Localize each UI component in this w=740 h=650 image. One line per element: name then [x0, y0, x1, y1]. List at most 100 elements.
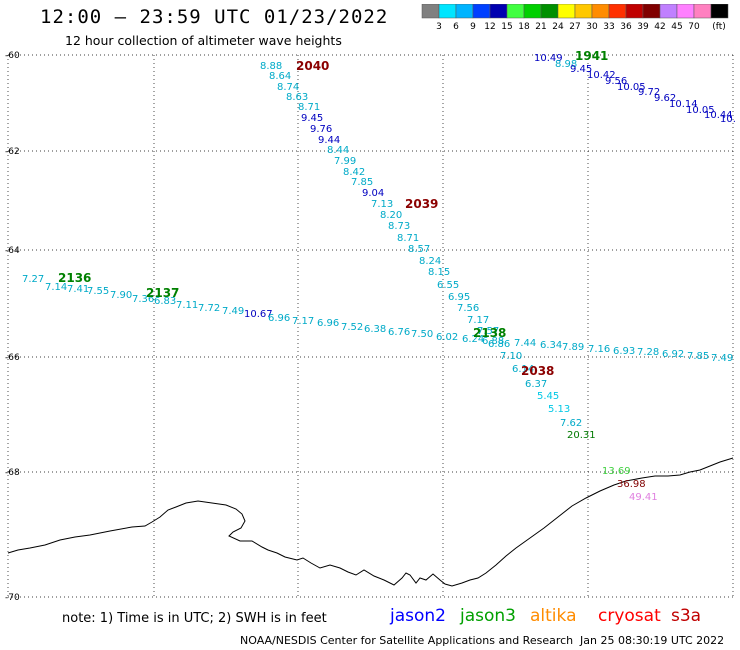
- swh-value: 6.83: [154, 296, 176, 307]
- swh-value: 6.24: [462, 334, 484, 345]
- swh-value: 6.38: [364, 324, 386, 335]
- swh-value: 8.42: [343, 167, 365, 178]
- swh-value: 7.56: [457, 303, 479, 314]
- swh-value: 8.98: [555, 59, 577, 70]
- colorbar-unit: (ft): [712, 22, 726, 32]
- swh-value: 8.71: [298, 102, 320, 113]
- pass-time-labels: 2040 1941 2039 2136 2137 2138 2038: [58, 49, 608, 378]
- satellite-name: jason2: [390, 606, 446, 626]
- colorbar-label: 9: [470, 22, 476, 32]
- swh-value: 8.20: [380, 210, 402, 221]
- swh-value: 7.41: [67, 284, 89, 295]
- swh-value: 6.92: [662, 349, 684, 360]
- colorbar-label: 70: [688, 22, 700, 32]
- swh-value: 6.96: [317, 318, 339, 329]
- swh-value: 7.49: [711, 353, 733, 364]
- swh-value: 13.69: [602, 466, 631, 477]
- swh-value: 8.73: [388, 221, 410, 232]
- swh-value: 5.13: [548, 404, 570, 415]
- swh-value: 6.95: [448, 292, 470, 303]
- swh-value: 10.42: [587, 70, 616, 81]
- swh-value: 10.49: [534, 53, 563, 64]
- swh-value: 6.34: [540, 340, 562, 351]
- credit-date: Jan 25 08:30:19 UTC 2022: [580, 634, 725, 647]
- swh-value: 6.86: [488, 339, 510, 350]
- swh-value: 10.67: [244, 309, 273, 320]
- swh-value: 7.57: [477, 326, 499, 337]
- swh-value: 8.15: [428, 267, 450, 278]
- colorbar-label: 24: [552, 22, 564, 32]
- wave-height-colorbar: 3 6 9 12 15 18 21 24 27 30 33 36 39 42 45 70 (ft): [421, 4, 729, 32]
- swh-value: 8.88: [260, 61, 282, 72]
- map-title: 12:00 – 23:59 UTC 01/23/2022: [40, 6, 389, 28]
- swh-value: 7.99: [334, 156, 356, 167]
- swh-value: 7.44: [514, 338, 536, 349]
- satellite-name: altika: [530, 606, 577, 626]
- swh-value: 9.45: [301, 113, 323, 124]
- swh-value: 7.27: [22, 274, 44, 285]
- swh-value: 8.74: [277, 82, 299, 93]
- swh-value: 6.55: [437, 280, 459, 291]
- swh-value: 7.85: [351, 177, 373, 188]
- colorbar-label: 33: [603, 22, 614, 32]
- lat-label: -60: [5, 51, 20, 61]
- swh-value: 7.17: [467, 315, 489, 326]
- swh-value: 9.44: [318, 135, 340, 146]
- swh-value: 9.45: [570, 64, 592, 75]
- swh-value: 10.: [720, 114, 736, 125]
- lat-label: -70: [5, 593, 20, 603]
- swh-value: 8.71: [397, 233, 419, 244]
- pass-time-label: 2039: [405, 197, 438, 211]
- swh-value: 7.90: [110, 290, 132, 301]
- swh-value: 7.16: [588, 344, 610, 355]
- swh-value: 7.13: [371, 199, 393, 210]
- swh-value: 7.55: [87, 286, 109, 297]
- swh-value: 10.05: [686, 105, 715, 116]
- swh-value: 5.45: [537, 391, 559, 402]
- swh-value: 9.04: [362, 188, 384, 199]
- swh-value: 8.44: [327, 145, 349, 156]
- colorbar-label: 42: [654, 22, 665, 32]
- swh-value: 10.05: [617, 82, 646, 93]
- map-subtitle: 12 hour collection of altimeter wave hei…: [65, 33, 342, 48]
- lat-label: -66: [5, 353, 20, 363]
- swh-value: 7.49: [222, 306, 244, 317]
- colorbar-label: 15: [501, 22, 512, 32]
- swh-value: 7.36: [132, 294, 154, 305]
- lat-label: -68: [5, 468, 20, 478]
- swh-value: 6.93: [613, 346, 635, 357]
- swh-value: 6.02: [436, 332, 458, 343]
- pass-time-label: 1941: [575, 49, 608, 63]
- swh-value: 7.10: [500, 351, 522, 362]
- colorbar-label: 21: [535, 22, 546, 32]
- swh-value: 9.76: [310, 124, 332, 135]
- colorbar-label: 45: [671, 22, 682, 32]
- swh-value: 9.56: [605, 76, 627, 87]
- swh-value: 7.50: [411, 329, 433, 340]
- colorbar-label: 27: [569, 22, 580, 32]
- swh-value: 7.89: [562, 342, 584, 353]
- colorbar-swatch: [710, 4, 729, 19]
- swh-value: 8.63: [286, 92, 308, 103]
- pass-time-label: 2137: [146, 286, 179, 300]
- colorbar-label: 36: [620, 22, 632, 32]
- pass-time-label: 2040: [296, 59, 329, 73]
- swh-value: 7.52: [341, 322, 363, 333]
- pass-time-label: 2038: [521, 364, 554, 378]
- antarctic-coastline: [7, 457, 734, 587]
- swh-value: 9.62: [654, 93, 676, 104]
- swh-value: 10.14: [669, 99, 698, 110]
- swh-value: 36.98: [617, 479, 646, 490]
- swh-value: 7.14: [45, 282, 67, 293]
- satellite-name: s3a: [671, 606, 702, 626]
- swh-value: 6.76: [388, 327, 410, 338]
- swh-value: 10.44: [704, 110, 733, 121]
- colorbar-label: 39: [637, 22, 649, 32]
- lat-label: -62: [5, 147, 20, 157]
- swh-value: 8.24: [419, 256, 441, 267]
- swh-value: 8.64: [269, 71, 291, 82]
- swh-value: 6.88: [482, 336, 504, 347]
- swh-value: 7.85: [687, 351, 709, 362]
- colorbar-label: 3: [436, 22, 442, 32]
